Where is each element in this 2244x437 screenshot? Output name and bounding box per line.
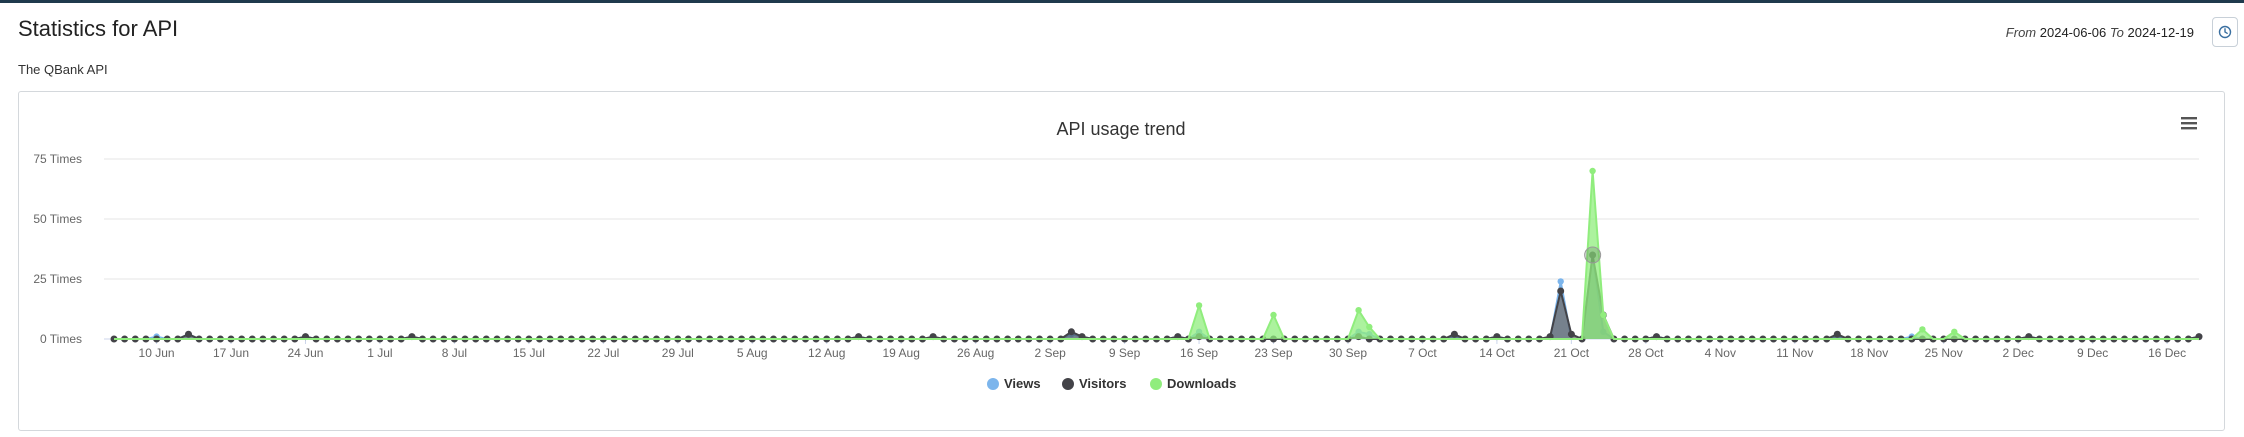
from-label: From — [2005, 25, 2037, 40]
from-date: 2024-06-06 — [2039, 25, 2107, 40]
y-tick-label: 75 Times — [33, 152, 82, 166]
data-point — [1355, 307, 1362, 314]
x-tick-label: 2 Dec — [2002, 346, 2033, 360]
series-views — [114, 251, 2203, 341]
x-tick-label: 1 Jul — [367, 346, 392, 360]
x-tick-label: 25 Nov — [1925, 346, 1963, 360]
x-tick-label: 23 Sep — [1254, 346, 1292, 360]
data-point — [1833, 330, 1841, 338]
data-point — [1195, 302, 1203, 309]
x-tick-label: 2 Sep — [1034, 346, 1066, 360]
series-area — [114, 255, 2199, 339]
chart-panel: API usage trend 0 Times 25 Times 50 Times 7… — [18, 91, 2225, 431]
legend-label: Downloads — [1167, 376, 1236, 391]
data-point — [1366, 323, 1373, 331]
data-point — [1951, 328, 1958, 335]
legend-item-views[interactable]: Views — [987, 376, 1041, 391]
legend-marker — [1062, 378, 1074, 390]
x-tick-label: 16 Sep — [1180, 346, 1218, 360]
x-tick-label: 30 Sep — [1329, 346, 1367, 360]
x-tick-label: 21 Oct — [1554, 346, 1590, 360]
usage-chart: API usage trend 0 Times 25 Times 50 Times 7… — [33, 114, 2203, 391]
y-tick-label: 0 Times — [40, 332, 82, 346]
series-area — [114, 171, 2199, 339]
legend-item-visitors[interactable]: Visitors — [1062, 376, 1126, 391]
x-tick-label: 14 Oct — [1479, 346, 1515, 360]
series-area — [114, 255, 2199, 339]
x-tick-label: 11 Nov — [1776, 346, 1813, 360]
hover-halo — [1584, 246, 1602, 264]
data-point — [1557, 287, 1565, 295]
data-point — [1270, 311, 1277, 319]
legend: Views Visitors Downloads — [987, 376, 1236, 391]
data-point — [1589, 167, 1596, 175]
series-downloads — [114, 167, 2199, 340]
x-tick-label: 9 Dec — [2077, 346, 2108, 360]
x-tick-label: 26 Aug — [957, 346, 994, 360]
legend-label: Visitors — [1079, 376, 1126, 391]
data-point — [1567, 330, 1575, 338]
x-tick-label: 8 Jul — [442, 346, 467, 360]
chart-menu-button[interactable] — [2177, 114, 2201, 134]
grid-lines — [104, 158, 2199, 340]
series-line — [114, 254, 2200, 341]
y-tick-label: 50 Times — [33, 212, 82, 226]
x-tick-label: 24 Jun — [287, 346, 323, 360]
series-layer — [110, 167, 2203, 343]
x-tick-label: 18 Nov — [1850, 346, 1888, 360]
x-tick-label: 17 Jun — [213, 346, 249, 360]
x-tick-label: 19 Aug — [883, 346, 920, 360]
chart-title: API usage trend — [1056, 119, 1185, 139]
x-tick-label: 4 Nov — [1705, 346, 1736, 360]
clock-icon — [2218, 25, 2232, 39]
data-point — [1600, 311, 1607, 319]
x-tick-label: 5 Aug — [737, 346, 768, 360]
to-label: To — [2109, 25, 2124, 40]
x-tick-label: 16 Dec — [2148, 346, 2186, 360]
x-axis-labels: 10 Jun 17 Jun 24 Jun 1 Jul 8 Jul 15 Jul 22 Jul… — [139, 339, 2186, 360]
page-subtitle: The QBank API — [18, 62, 108, 77]
legend-label: Views — [1004, 376, 1041, 391]
y-tick-label: 25 Times — [33, 272, 82, 286]
legend-marker — [987, 378, 999, 390]
data-point — [185, 330, 192, 338]
x-tick-label: 22 Jul — [587, 346, 619, 360]
x-tick-label: 29 Jul — [662, 346, 694, 360]
legend-marker — [1150, 378, 1162, 390]
series-line — [114, 170, 2199, 340]
legend-item-downloads[interactable]: Downloads — [1150, 376, 1236, 391]
top-accent-bar — [0, 0, 2244, 3]
hamburger-menu-icon — [2181, 117, 2197, 130]
series-line — [114, 254, 2200, 341]
page-title: Statistics for API — [18, 16, 179, 41]
x-tick-label: 9 Sep — [1109, 346, 1141, 360]
to-date: 2024-12-19 — [2127, 25, 2195, 40]
y-axis-labels: 0 Times 25 Times 50 Times 75 Times — [33, 152, 82, 346]
data-point — [1067, 328, 1075, 336]
x-tick-label: 15 Jul — [513, 346, 545, 360]
x-tick-label: 12 Aug — [808, 346, 845, 360]
x-tick-label: 10 Jun — [139, 346, 175, 360]
data-point — [1919, 326, 1926, 333]
x-tick-label: 7 Oct — [1408, 346, 1437, 360]
x-tick-label: 28 Oct — [1628, 346, 1664, 360]
data-point — [1557, 278, 1564, 285]
date-range-button[interactable] — [2212, 17, 2238, 47]
data-point — [1450, 330, 1458, 338]
date-range: From 2024-06-06 To 2024-12-19 — [2006, 25, 2194, 40]
series-visitors — [110, 251, 2203, 343]
